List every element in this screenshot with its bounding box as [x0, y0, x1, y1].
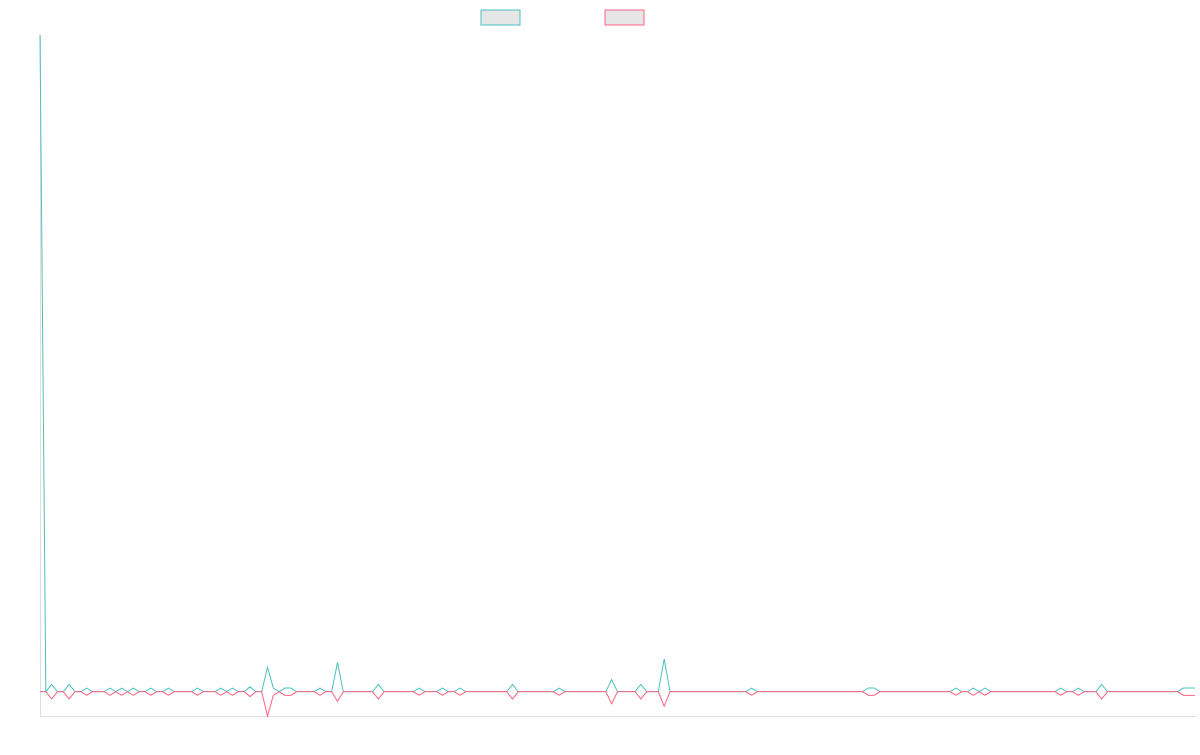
- series-line: [40, 691, 1195, 718]
- legend-swatch: [480, 9, 521, 26]
- legend-swatch: [604, 9, 645, 26]
- series-line: [39, 34, 1195, 694]
